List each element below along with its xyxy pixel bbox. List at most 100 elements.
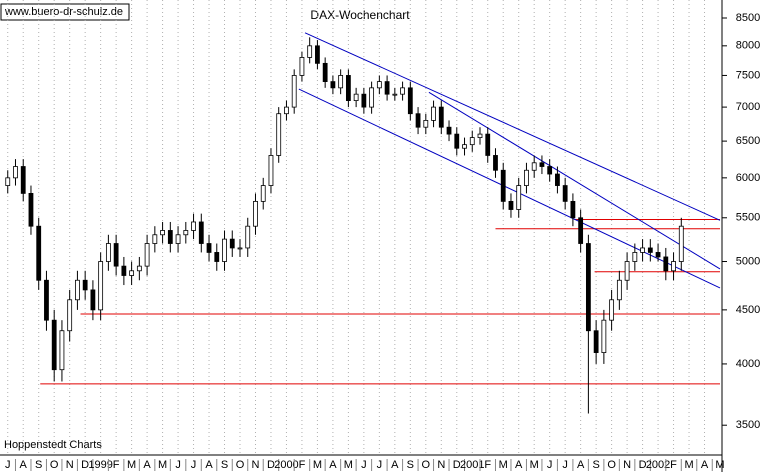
x-tick-label: F — [299, 459, 306, 471]
candle-body — [144, 243, 150, 267]
x-tick-label: O — [50, 459, 59, 471]
trend-line — [428, 91, 721, 270]
candle-body — [175, 234, 181, 244]
x-tick-label: A — [577, 459, 585, 471]
x-tick-label: S — [407, 459, 414, 471]
x-tick-label: M — [684, 459, 693, 471]
x-tick-label: M — [344, 459, 353, 471]
candle-body — [90, 289, 96, 311]
y-tick-label: 5500 — [736, 212, 760, 224]
x-tick-label: M — [158, 459, 167, 471]
candle-body — [578, 217, 584, 244]
candle-body — [330, 81, 336, 89]
x-tick-label: A — [143, 459, 151, 471]
x-tick-label: A — [391, 459, 399, 471]
candle-body — [640, 247, 645, 253]
x-tick-label: N — [66, 459, 74, 471]
candle-body — [562, 185, 568, 202]
candle-body — [570, 200, 576, 219]
candle-body — [129, 270, 135, 276]
x-tick-label: J — [361, 459, 367, 471]
candle-body — [167, 230, 173, 244]
x-tick-label: D — [267, 459, 275, 471]
candle-body — [678, 225, 684, 262]
x-tick-label: O — [422, 459, 431, 471]
candle-body — [485, 133, 491, 156]
candle-body — [624, 261, 630, 281]
candle-body — [20, 166, 26, 194]
x-tick-label: D — [639, 459, 647, 471]
candle-body — [345, 75, 351, 101]
candle-body — [338, 75, 344, 89]
candle-body — [431, 106, 436, 121]
x-tick-label: O — [236, 459, 245, 471]
candle-body — [500, 169, 506, 202]
x-tick-label: 2002 — [646, 459, 670, 471]
candle-body — [206, 243, 212, 253]
x-tick-label: D — [453, 459, 461, 471]
candle-body — [136, 265, 142, 272]
candle-body — [609, 299, 615, 321]
candle-body — [585, 243, 591, 332]
candle-body — [524, 169, 529, 186]
candle-body — [276, 113, 282, 156]
x-tick-label: D — [81, 459, 89, 471]
candle-body — [547, 166, 553, 175]
candle-body — [369, 87, 375, 108]
candle-body — [198, 221, 204, 244]
candle-body — [44, 279, 49, 321]
candle-body — [113, 243, 119, 267]
x-tick-label: F — [113, 459, 120, 471]
candle-body — [616, 279, 622, 301]
candle-body — [245, 225, 251, 249]
candle-body — [28, 193, 34, 227]
x-tick-label: S — [221, 459, 228, 471]
candle-body — [191, 221, 196, 231]
candle-body — [454, 133, 460, 149]
candle-body — [446, 126, 452, 135]
x-tick-label: J — [191, 459, 197, 471]
candle-body — [13, 166, 18, 179]
candle-body — [98, 261, 104, 311]
candle-body — [407, 87, 413, 115]
candle-body — [214, 252, 220, 262]
trend-line — [304, 32, 721, 221]
x-tick-label: M — [313, 459, 322, 471]
candle-body — [593, 330, 599, 353]
x-tick-label: 2000 — [274, 459, 298, 471]
source-box — [0, 3, 130, 21]
candle-body — [555, 173, 560, 186]
x-tick-label: A — [205, 459, 213, 471]
x-tick-label: 1999 — [88, 459, 112, 471]
candle-body — [508, 200, 514, 210]
candle-body — [291, 75, 297, 108]
x-tick-label: A — [515, 459, 523, 471]
candle-body — [82, 279, 88, 291]
x-tick-label: N — [252, 459, 260, 471]
candle-body — [5, 177, 11, 186]
candle-body — [392, 93, 398, 96]
candle-body — [601, 319, 607, 353]
x-tick-label: A — [329, 459, 337, 471]
candle-body — [376, 81, 382, 89]
candle-body — [229, 238, 235, 249]
candle-body — [67, 299, 73, 332]
candle-body — [260, 185, 266, 202]
x-tick-label: A — [701, 459, 709, 471]
candle-body — [438, 106, 444, 128]
y-tick-label: 8000 — [736, 40, 760, 52]
candle-body — [361, 93, 367, 108]
y-tick-label: 6000 — [736, 172, 760, 184]
y-tick-label: 5000 — [736, 255, 760, 267]
x-tick-label: M — [715, 459, 724, 471]
x-tick-label: J — [5, 459, 11, 471]
chart-title: DAX-Wochenchart — [310, 8, 410, 22]
source-text: www.buero-dr-schulz.de — [4, 6, 123, 18]
candle-body — [105, 243, 111, 262]
candle-body — [477, 133, 483, 138]
candle-body — [284, 106, 289, 115]
y-tick-label: 6500 — [736, 135, 760, 147]
x-tick-label: N — [437, 459, 445, 471]
candle-body — [539, 162, 545, 167]
candle-body — [75, 279, 80, 301]
